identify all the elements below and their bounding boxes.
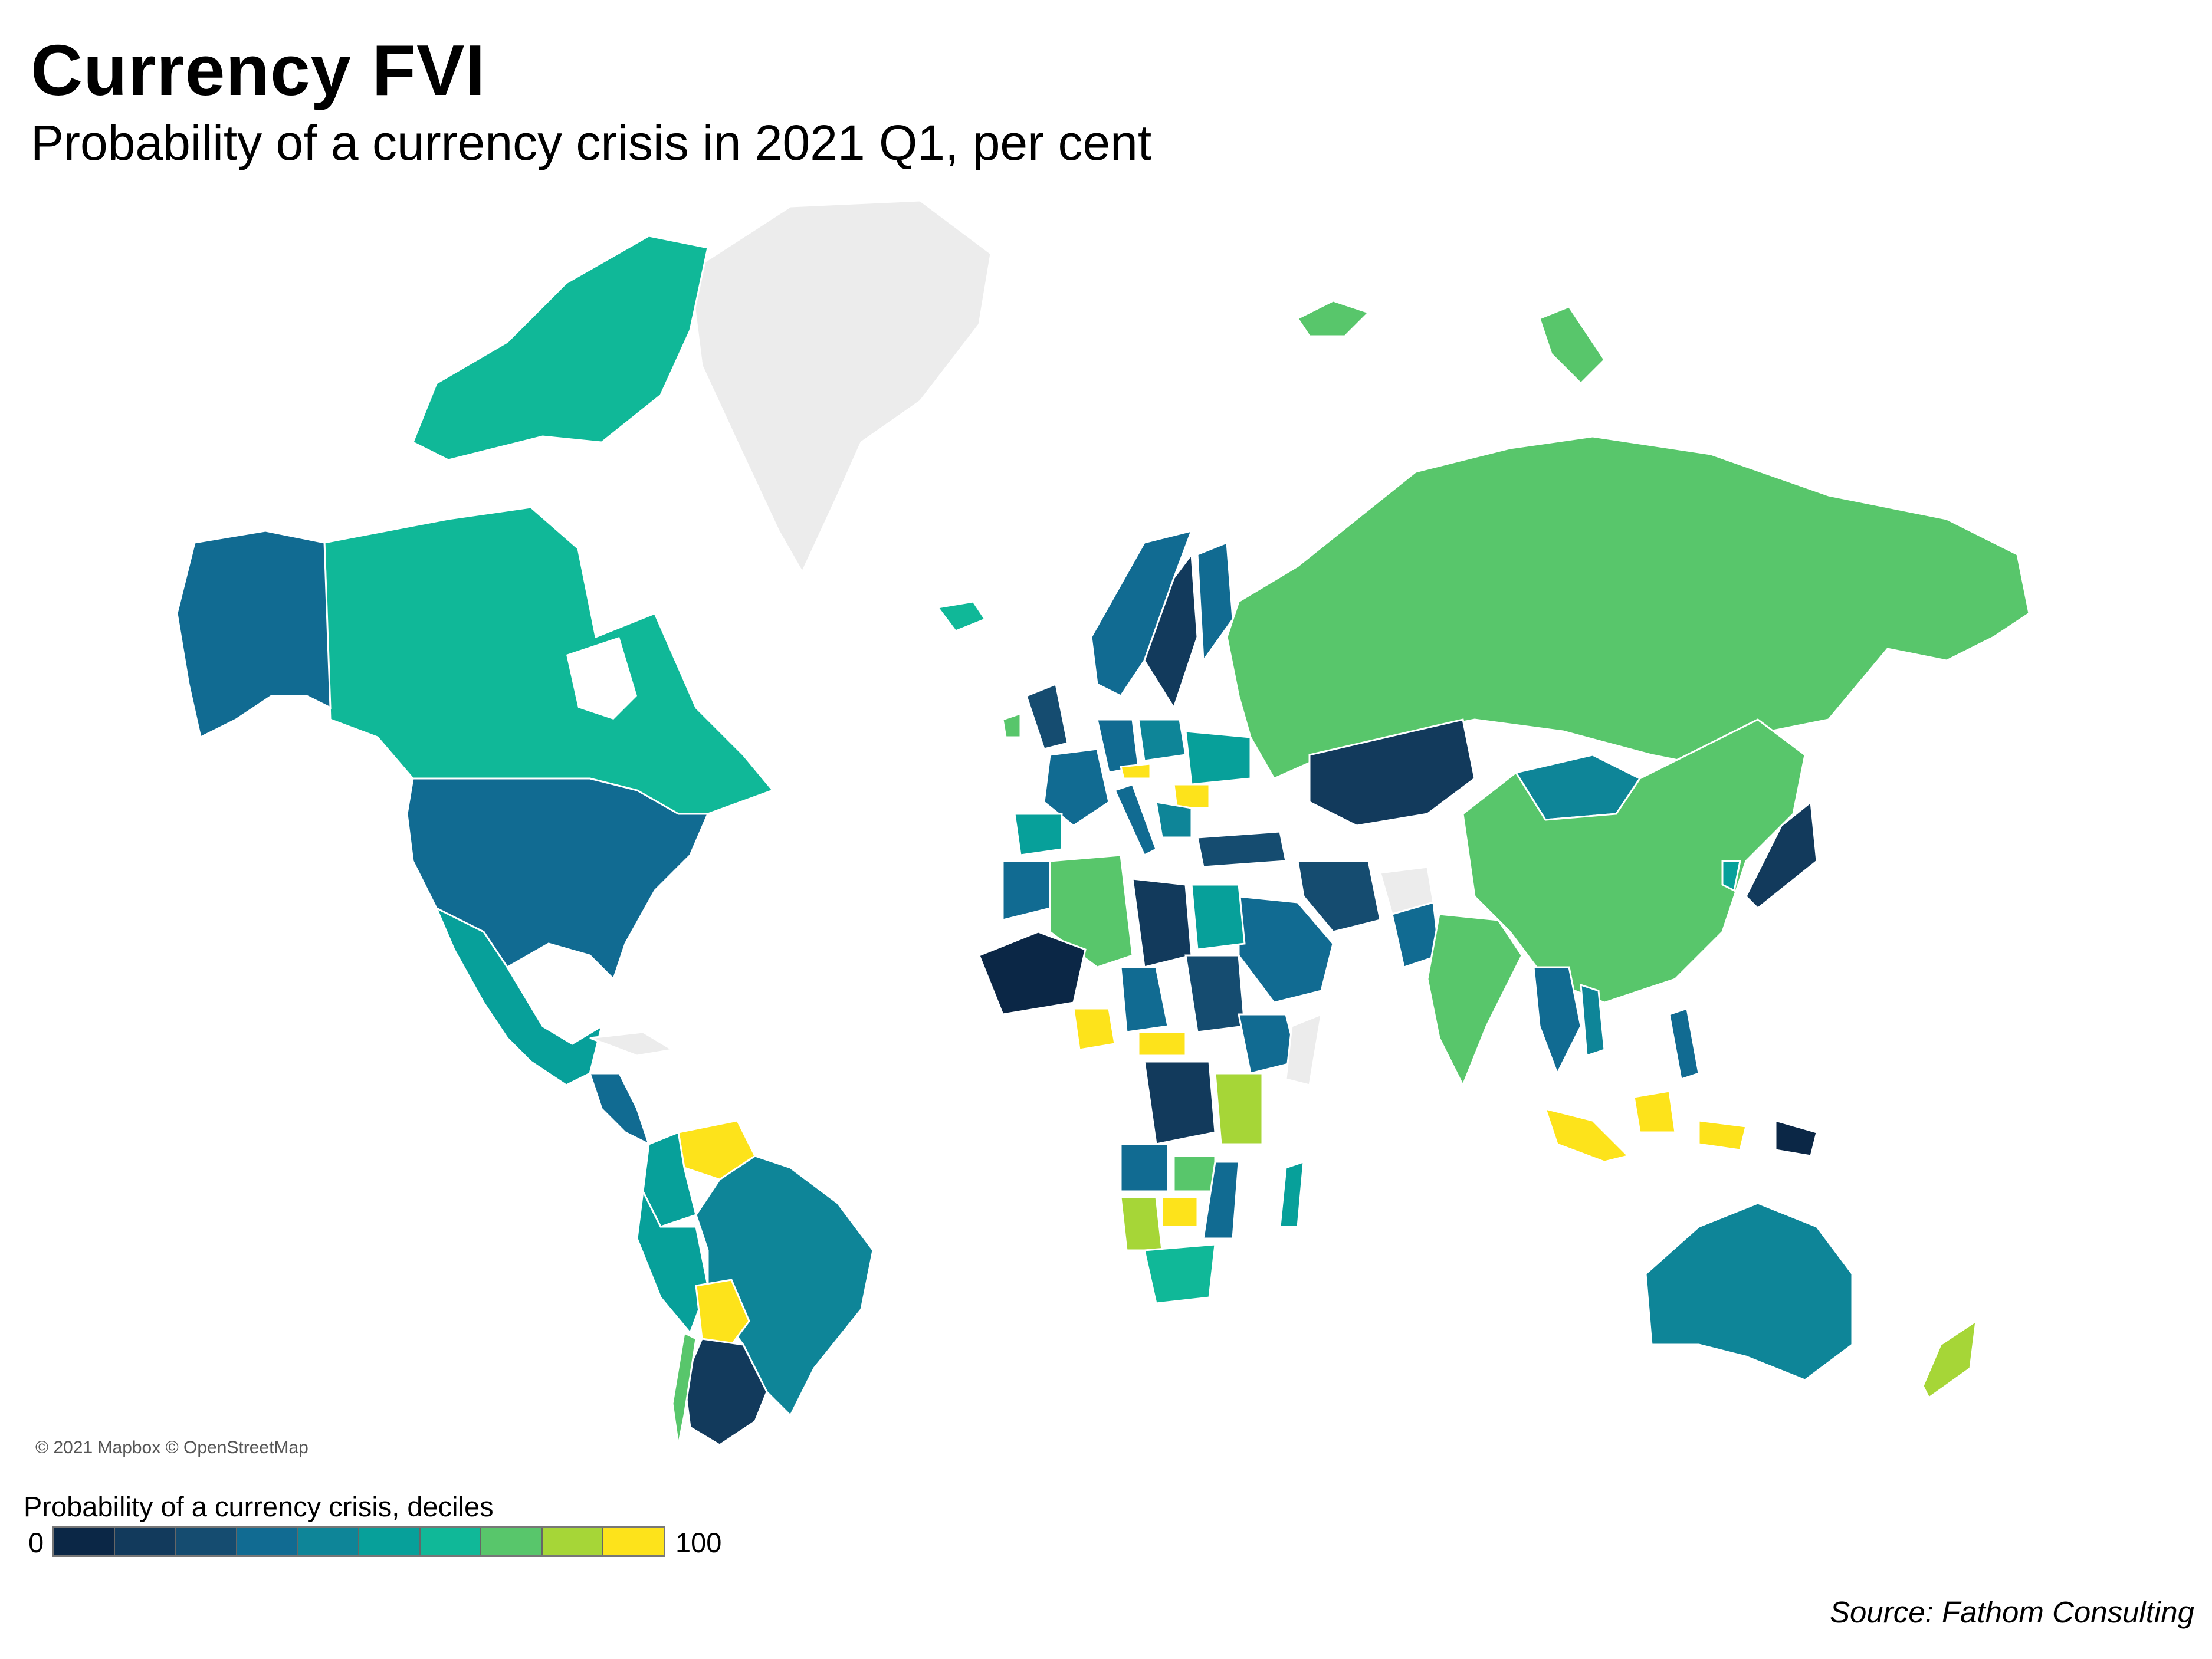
kazakhstan xyxy=(1308,718,1476,827)
australia xyxy=(1645,1202,1853,1381)
poland xyxy=(1137,718,1187,762)
india xyxy=(1426,913,1523,1088)
legend-swatch-2 xyxy=(114,1528,176,1555)
myanmar-thailand xyxy=(1532,966,1582,1076)
philippines xyxy=(1668,1007,1700,1080)
legend-title: Probability of a currency crisis, decile… xyxy=(24,1491,494,1522)
chile xyxy=(671,1331,697,1445)
nigeria xyxy=(1072,1007,1116,1051)
russia xyxy=(1226,435,2030,780)
greenland xyxy=(689,199,992,574)
canada xyxy=(323,506,774,815)
map-title: Currency FVI xyxy=(31,30,486,110)
south-korea xyxy=(1721,860,1741,892)
legend-color-scale xyxy=(52,1526,665,1557)
romania xyxy=(1173,783,1210,809)
morocco xyxy=(1002,860,1057,921)
legend-swatch-6 xyxy=(359,1528,421,1555)
drc xyxy=(1143,1060,1216,1145)
hudson-bay xyxy=(566,637,637,720)
ukraine xyxy=(1184,730,1252,786)
china xyxy=(1462,718,1806,1004)
namibia xyxy=(1120,1196,1163,1251)
world-choropleth-map xyxy=(176,199,2030,1445)
mozambique xyxy=(1202,1161,1240,1240)
sudan xyxy=(1184,954,1246,1033)
papua-new-guinea xyxy=(1774,1119,1818,1157)
legend-swatch-10 xyxy=(603,1528,664,1555)
south-africa xyxy=(1143,1243,1216,1305)
zambia xyxy=(1173,1155,1216,1192)
madagascar xyxy=(1279,1160,1305,1228)
somalia xyxy=(1285,1013,1322,1086)
arctic-archipelago xyxy=(1296,300,1370,337)
bolivia xyxy=(695,1279,750,1346)
legend-swatch-9 xyxy=(542,1528,604,1555)
new-zealand xyxy=(1922,1319,1977,1400)
legend-swatch-8 xyxy=(481,1528,543,1555)
united-kingdom xyxy=(1025,682,1069,750)
iceland xyxy=(936,600,987,632)
japan xyxy=(1745,800,1818,910)
balkans xyxy=(1155,801,1193,839)
indonesia-east xyxy=(1698,1119,1747,1151)
egypt xyxy=(1190,883,1246,951)
legend-swatch-5 xyxy=(298,1528,359,1555)
turkey xyxy=(1196,830,1287,868)
source-note: Source: Fathom Consulting xyxy=(1830,1595,2194,1629)
united-states xyxy=(406,777,710,981)
alaska xyxy=(176,530,332,739)
italy xyxy=(1113,783,1157,857)
vietnam xyxy=(1580,983,1606,1057)
indonesia xyxy=(1544,1107,1630,1163)
germany xyxy=(1096,718,1140,774)
algeria xyxy=(1049,854,1134,968)
iran xyxy=(1297,860,1381,933)
legend-min-label: 0 xyxy=(28,1527,44,1558)
indonesia-borneo xyxy=(1633,1090,1676,1134)
angola xyxy=(1120,1143,1169,1192)
legend-max-label: 100 xyxy=(675,1527,722,1558)
novaya-zemlya xyxy=(1538,305,1606,385)
chad xyxy=(1120,966,1169,1033)
legend-swatch-7 xyxy=(420,1528,482,1555)
mali-niger xyxy=(978,931,1087,1016)
legend-swatch-3 xyxy=(176,1528,237,1555)
spain xyxy=(1013,813,1063,856)
map-subtitle: Probability of a currency crisis in 2021… xyxy=(31,115,1152,170)
map-attribution: © 2021 Mapbox © OpenStreetMap xyxy=(35,1438,309,1457)
central-america xyxy=(588,1072,651,1146)
ireland xyxy=(1002,712,1022,738)
france xyxy=(1043,748,1110,827)
kenya-tanzania xyxy=(1214,1072,1263,1145)
libya xyxy=(1131,878,1193,968)
legend-swatch-4 xyxy=(237,1528,298,1555)
canada-arctic-islands xyxy=(412,235,709,461)
cuba xyxy=(589,1031,675,1057)
legend-swatch-1 xyxy=(54,1528,115,1555)
central-african-republic xyxy=(1137,1031,1187,1057)
sweden xyxy=(1143,551,1199,710)
zimbabwe xyxy=(1161,1196,1199,1228)
czechia xyxy=(1120,763,1151,780)
